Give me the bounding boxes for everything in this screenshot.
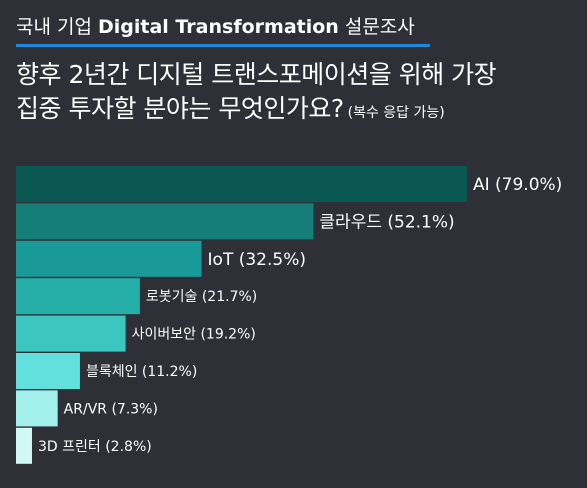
bar-5 — [16, 353, 80, 389]
question-line-1: 향후 2년간 디지털 트랜스포메이션을 위해 가장 — [16, 60, 497, 89]
bar-label-4: 사이버보안 (19.2%) — [132, 327, 256, 343]
bar-4 — [16, 315, 126, 352]
bar-1 — [16, 203, 314, 240]
bar-label-2: IoT (32.5%) — [208, 250, 306, 270]
kicker-brand: Digital Transformation — [98, 16, 339, 38]
bar-label-5: 블록체인 (11.2%) — [86, 364, 197, 380]
kicker-suffix: 설문조사 — [338, 16, 415, 38]
bar-label-3: 로봇기술 (21.7%) — [146, 289, 257, 305]
question-line-2-text: 집중 투자할 분야는 무엇인가요? — [16, 94, 344, 123]
survey-header: 국내 기업 Digital Transformation 설문조사 — [16, 14, 430, 47]
bar-3 — [16, 278, 140, 315]
bar-label-1: 클라우드 (52.1%) — [319, 213, 454, 233]
survey-question: 향후 2년간 디지털 트랜스포메이션을 위해 가장 집중 투자할 분야는 무엇인… — [16, 58, 576, 130]
bar-label-0: AI (79.0%) — [473, 175, 562, 195]
bar-6 — [16, 390, 58, 427]
kicker-prefix: 국내 기업 — [16, 16, 98, 38]
kicker-underline — [16, 44, 430, 47]
bar-2 — [16, 240, 202, 277]
bar-0 — [16, 166, 467, 202]
question-note: (복수 응답 가능) — [347, 105, 445, 121]
bar-7 — [16, 427, 32, 464]
survey-kicker: 국내 기업 Digital Transformation 설문조사 — [16, 14, 430, 40]
question-line-2: 집중 투자할 분야는 무엇인가요? (복수 응답 가능) — [16, 92, 576, 130]
bar-label-6: AR/VR (7.3%) — [64, 401, 158, 417]
bar-label-7: 3D 프린터 (2.8%) — [38, 439, 152, 455]
